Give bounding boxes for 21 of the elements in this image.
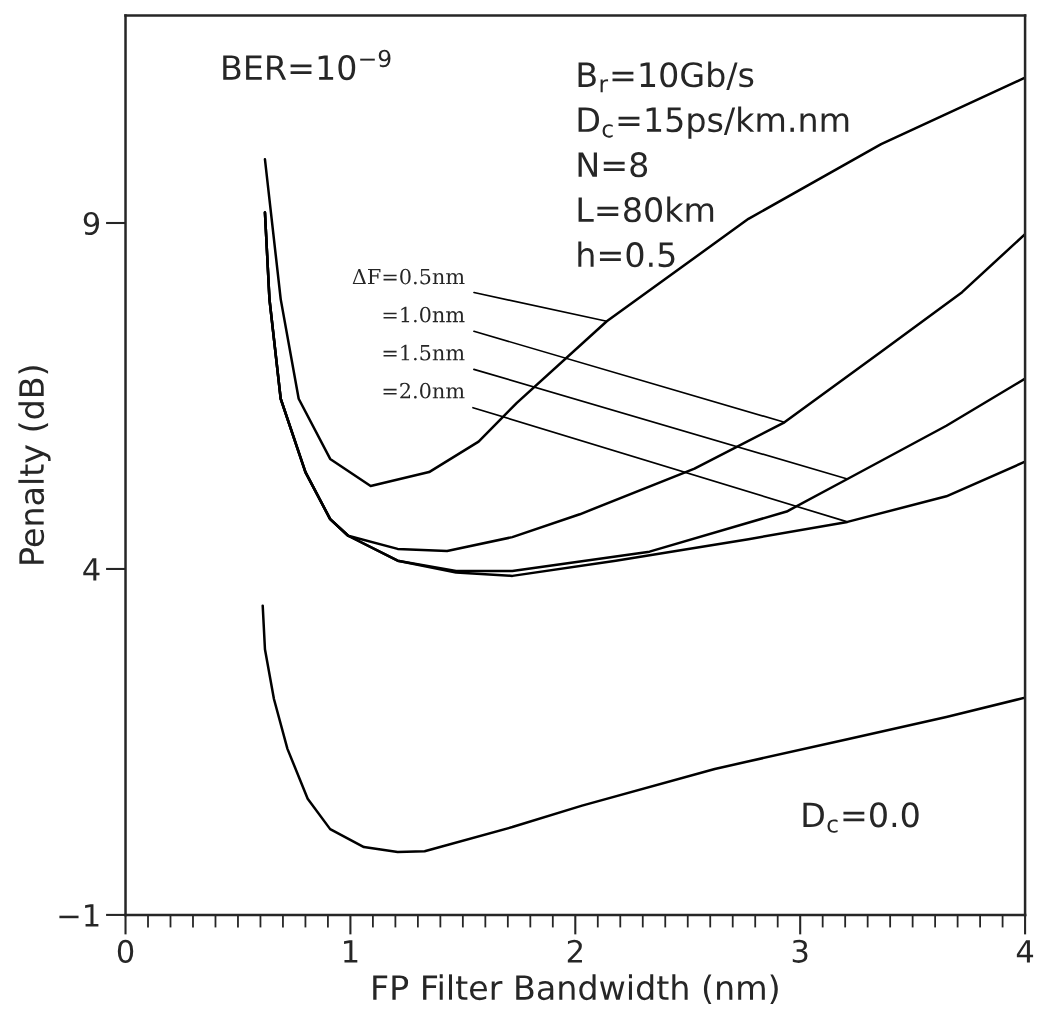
annotation: BER=10$^{−9}$: [223, 49, 391, 81]
x-tick-label: 3: [792, 939, 808, 963]
x-tick-label: 2: [567, 939, 582, 963]
annotation: D$_{c}$=15ps/km.nm: [578, 106, 849, 139]
y-axis-title: Penalty (dB): [18, 366, 51, 564]
annotation: =1.0nm: [383, 306, 465, 323]
annotation: L=80km: [578, 196, 714, 223]
x-tick-label: 0: [117, 939, 134, 963]
y-tick-label: −1: [59, 904, 99, 927]
y-tick-label: 4: [83, 558, 100, 581]
x-tick-label: 1: [344, 940, 358, 963]
annotation: D$_{c}$=0.0: [803, 802, 919, 833]
annotation: ΔF=0.5nm: [352, 268, 465, 285]
annotation: B$_{r}$=10Gb/s: [578, 61, 754, 93]
annotation: h=0.5: [578, 241, 675, 268]
x-axis-title: FP Filter Bandwidth (nm): [373, 974, 778, 1005]
annotation: N=8: [578, 152, 648, 178]
y-tick-label: 9: [83, 211, 100, 236]
annotation: =1.5nm: [383, 344, 465, 361]
x-tick-label: 4: [1016, 940, 1034, 963]
annotation: =2.0nm: [383, 382, 465, 399]
